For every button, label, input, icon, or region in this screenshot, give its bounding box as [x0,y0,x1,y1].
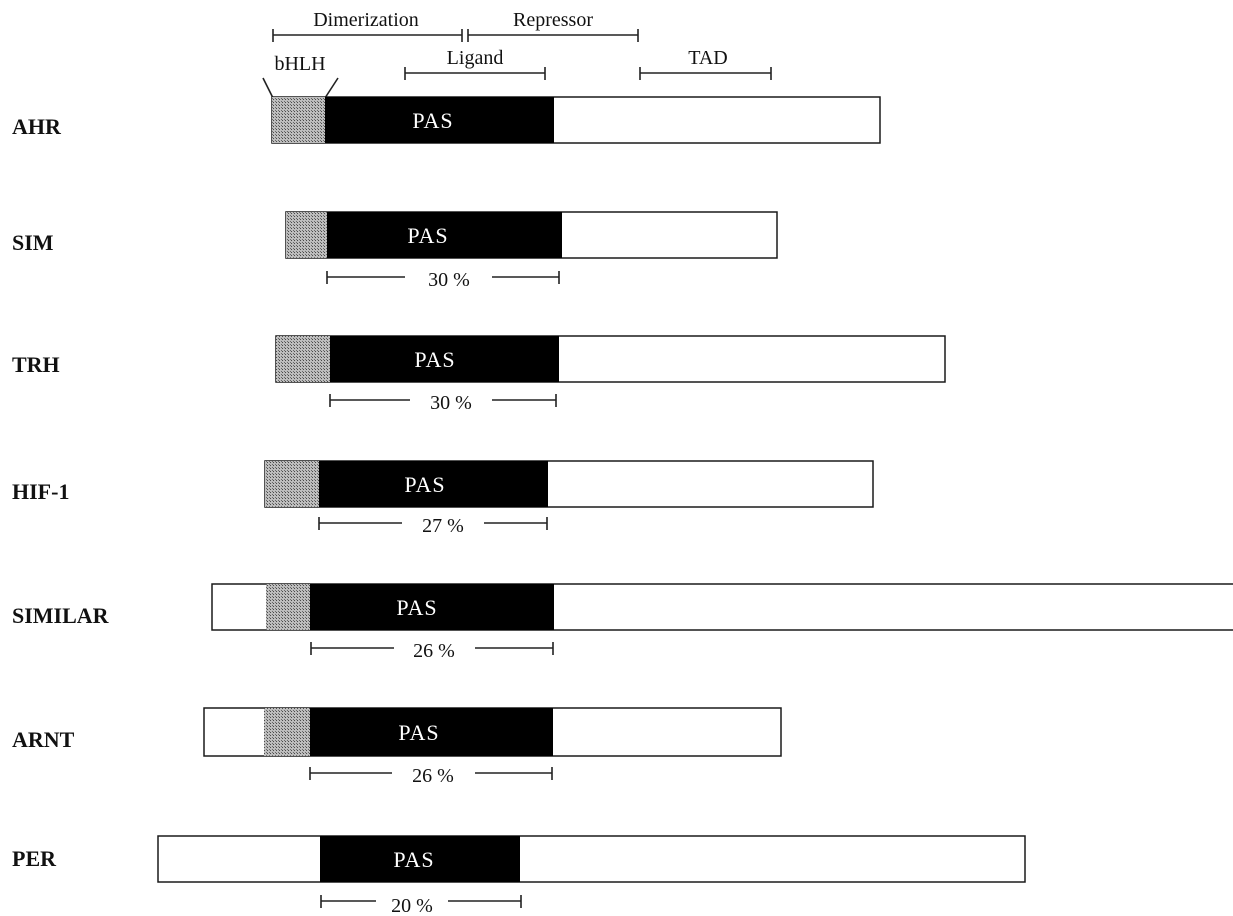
identity-label: 30 % [428,269,470,291]
bhlh-domain [265,461,319,507]
pas-label: PAS [396,595,437,620]
identity-bracket: 26 % [309,765,553,787]
bhlh-label: bHLH [274,53,325,75]
identity-label: 27 % [422,515,464,537]
pas-domain [325,97,554,143]
identity-label: 26 % [413,640,455,662]
repressor-label: Repressor [513,9,593,31]
bhlh-domain [276,336,330,382]
protein-row-trh: TRH PAS 30 % [12,335,946,414]
identity-bracket: 27 % [318,515,548,537]
ligand-range: Ligand [404,47,546,80]
protein-label: PER [12,846,57,871]
bhlh-domain [286,212,327,258]
protein-row-sim: SIM PAS 30 % [12,211,778,291]
repressor-range: Repressor [467,9,639,42]
pas-domain [320,836,520,882]
protein-label: TRH [12,352,60,377]
identity-label: 30 % [430,392,472,414]
pas-label: PAS [412,108,453,133]
tad-label: TAD [688,47,728,69]
pas-domain [319,461,548,507]
protein-label: HIF-1 [12,479,69,504]
protein-label: ARNT [12,727,75,752]
protein-bar [157,835,1026,883]
pas-domain [310,708,553,756]
protein-row-hif1: HIF-1 PAS 27 % [12,460,874,537]
tad-range: TAD [639,47,772,80]
identity-bracket: 26 % [310,640,554,662]
protein-label: SIMILAR [12,603,110,628]
protein-label: SIM [12,230,54,255]
identity-label: 20 % [391,895,433,916]
protein-row-arnt: ARNT PAS 26 % [12,707,782,787]
protein-row-similar: SIMILAR PAS 26 % [12,583,1233,662]
identity-bracket: 20 % [320,895,522,916]
ligand-label: Ligand [447,47,504,69]
protein-row-per: PER PAS 20 % [12,835,1026,916]
protein-row-ahr: AHR PAS [12,96,881,144]
identity-bracket: 30 % [329,392,557,414]
dimerization-range: Dimerization [272,9,463,42]
pas-domain [330,336,559,382]
domain-header: Dimerization Repressor Ligand TAD bHLH [262,9,772,99]
dimerization-label: Dimerization [313,9,419,31]
bhlh-domain [264,708,310,756]
bhlh-callout: bHLH [262,53,339,99]
pas-label: PAS [393,847,434,872]
pas-label: PAS [404,472,445,497]
identity-bracket: 30 % [326,269,560,291]
bhlh-domain [272,97,325,143]
pas-domain [327,212,562,258]
bhlh-domain [266,584,310,630]
pas-domain [310,584,554,630]
identity-label: 26 % [412,765,454,787]
pas-label: PAS [398,720,439,745]
protein-label: AHR [12,114,62,139]
pas-label: PAS [407,223,448,248]
pas-label: PAS [414,347,455,372]
